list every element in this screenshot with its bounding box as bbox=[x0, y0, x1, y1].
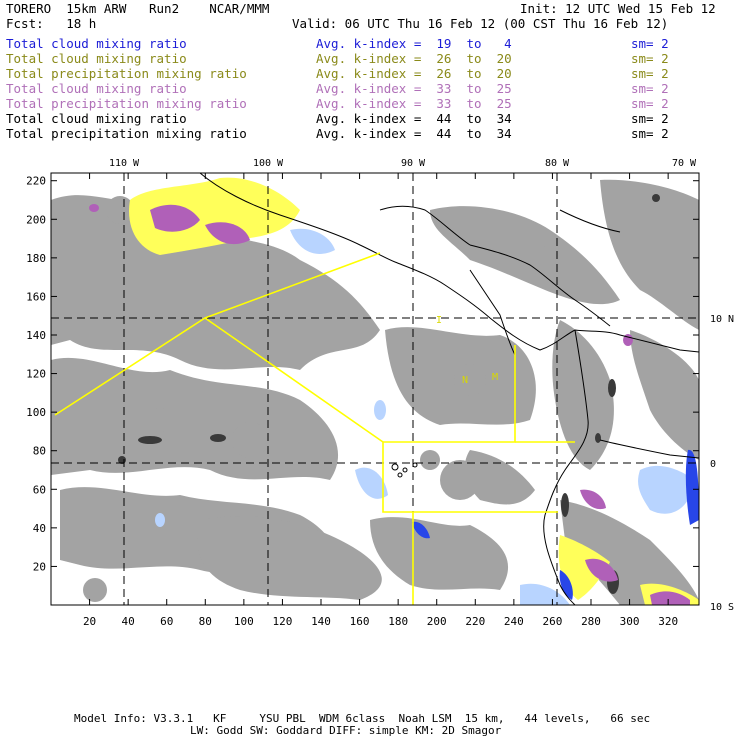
legend-smoothing: sm= 2 bbox=[631, 51, 669, 66]
y-tick-label: 160 bbox=[26, 290, 46, 303]
y-tick-label: 180 bbox=[26, 252, 46, 265]
y-tick-label: 200 bbox=[26, 213, 46, 226]
svg-text:M: M bbox=[492, 372, 498, 383]
x-tick-label: 180 bbox=[388, 615, 408, 628]
x-tick-label: 160 bbox=[350, 615, 370, 628]
x-tick-label: 20 bbox=[83, 615, 96, 628]
forecast-hour: Fcst: 18 h bbox=[6, 16, 97, 31]
longitude-label: 80 W bbox=[545, 158, 570, 169]
legend-field-label: Total cloud mixing ratio bbox=[6, 36, 187, 51]
y-tick-label: 80 bbox=[33, 445, 46, 458]
x-axis-labels: 20 40 60 80 100 120 140 160 180 200 220 240 260 280 30… bbox=[83, 615, 678, 628]
y-tick-label: 40 bbox=[33, 522, 46, 535]
physics-info: LW: Godd SW: Goddard DIFF: simple KM: 2D… bbox=[190, 724, 502, 737]
x-tick-label: 60 bbox=[160, 615, 173, 628]
latitude-labels: 10 N 0 10 S bbox=[710, 314, 734, 613]
latitude-label: 0 bbox=[710, 459, 716, 470]
x-tick-label: 280 bbox=[581, 615, 601, 628]
x-tick-label: 120 bbox=[272, 615, 292, 628]
longitude-label: 90 W bbox=[401, 158, 426, 169]
coastline bbox=[199, 172, 700, 606]
x-tick-label: 200 bbox=[427, 615, 447, 628]
svg-text:N: N bbox=[462, 375, 468, 386]
legend-field-label: Total precipitation mixing ratio bbox=[6, 66, 247, 81]
legend-row: Total cloud mixing ratio Avg. k-index = 1… bbox=[6, 36, 736, 51]
init-time: Init: 12 UTC Wed 15 Feb 12 bbox=[520, 1, 716, 16]
region-boundary bbox=[54, 252, 575, 605]
legend-kindex: Avg. k-index = 19 to 4 bbox=[316, 36, 512, 51]
legend-row: Total precipitation mixing ratio Avg. k-i… bbox=[6, 66, 736, 81]
legend-field-label: Total precipitation mixing ratio bbox=[6, 126, 247, 141]
x-tick-label: 240 bbox=[504, 615, 524, 628]
plot-frame bbox=[50, 172, 700, 606]
y-tick-label: 100 bbox=[26, 406, 46, 419]
precip-field-purple bbox=[89, 204, 690, 605]
legend-smoothing: sm= 2 bbox=[631, 126, 669, 141]
x-axis-ticks bbox=[89, 173, 669, 605]
y-tick-label: 120 bbox=[26, 368, 46, 381]
y-axis-ticks bbox=[51, 180, 699, 567]
y-tick-label: 220 bbox=[26, 175, 46, 188]
longitude-labels: 110 W 100 W 90 W 80 W 70 W bbox=[109, 158, 697, 169]
lat-lon-grid bbox=[51, 173, 699, 605]
legend-field-label: Total cloud mixing ratio bbox=[6, 51, 187, 66]
legend-smoothing: sm= 2 bbox=[631, 66, 669, 81]
svg-text:I: I bbox=[436, 315, 442, 326]
legend-field-label: Total cloud mixing ratio bbox=[6, 111, 187, 126]
legend-field-label: Total cloud mixing ratio bbox=[6, 81, 187, 96]
valid-time: Valid: 06 UTC Thu 16 Feb 12 (00 CST Thu … bbox=[292, 16, 669, 31]
legend-field-label: Total precipitation mixing ratio bbox=[6, 96, 247, 111]
legend-smoothing: sm= 2 bbox=[631, 111, 669, 126]
legend-row: Total cloud mixing ratio Avg. k-index = 3… bbox=[6, 81, 736, 96]
cloud-field-blue bbox=[412, 449, 699, 600]
legend-kindex: Avg. k-index = 26 to 20 bbox=[316, 66, 512, 81]
y-tick-label: 140 bbox=[26, 329, 46, 342]
region-labels: I N M bbox=[436, 315, 498, 386]
legend-row: Total cloud mixing ratio Avg. k-index = 2… bbox=[6, 51, 736, 66]
x-tick-label: 320 bbox=[658, 615, 678, 628]
legend-row: Total cloud mixing ratio Avg. k-index = 4… bbox=[6, 111, 736, 126]
longitude-label: 100 W bbox=[253, 158, 284, 169]
legend-kindex: Avg. k-index = 33 to 25 bbox=[316, 81, 512, 96]
x-tick-label: 220 bbox=[465, 615, 485, 628]
model-info: Model Info: V3.3.1 KF YSU PBL WDM 6class… bbox=[74, 712, 651, 725]
forecast-map: I N M 20 40 60 80 100 120 140 160 180 200 220 240 26… bbox=[26, 158, 734, 628]
longitude-label: 110 W bbox=[109, 158, 140, 169]
legend-kindex: Avg. k-index = 44 to 34 bbox=[316, 126, 512, 141]
cloud-field-light-blue bbox=[155, 228, 695, 605]
legend-row: Total precipitation mixing ratio Avg. k-i… bbox=[6, 126, 736, 141]
y-tick-label: 20 bbox=[33, 560, 46, 573]
legend-smoothing: sm= 2 bbox=[631, 96, 669, 111]
x-tick-label: 80 bbox=[199, 615, 212, 628]
y-tick-label: 60 bbox=[33, 483, 46, 496]
legend-row: Total precipitation mixing ratio Avg. k-i… bbox=[6, 96, 736, 111]
latitude-label: 10 N bbox=[710, 314, 734, 325]
latitude-label: 10 S bbox=[710, 602, 734, 613]
x-tick-label: 100 bbox=[234, 615, 254, 628]
legend-kindex: Avg. k-index = 26 to 20 bbox=[316, 51, 512, 66]
x-tick-label: 140 bbox=[311, 615, 331, 628]
longitude-label: 70 W bbox=[672, 158, 697, 169]
x-tick-label: 300 bbox=[620, 615, 640, 628]
legend-kindex: Avg. k-index = 44 to 34 bbox=[316, 111, 512, 126]
x-tick-label: 260 bbox=[542, 615, 562, 628]
legend-kindex: Avg. k-index = 33 to 25 bbox=[316, 96, 512, 111]
legend-smoothing: sm= 2 bbox=[631, 36, 669, 51]
y-axis-labels: 20 40 60 80 100 120 140 160 180 200 220 bbox=[26, 175, 46, 574]
cloud-field-gray bbox=[51, 179, 699, 605]
model-title: TORERO 15km ARW Run2 NCAR/MMM bbox=[6, 1, 270, 16]
legend-smoothing: sm= 2 bbox=[631, 81, 669, 96]
x-tick-label: 40 bbox=[122, 615, 135, 628]
